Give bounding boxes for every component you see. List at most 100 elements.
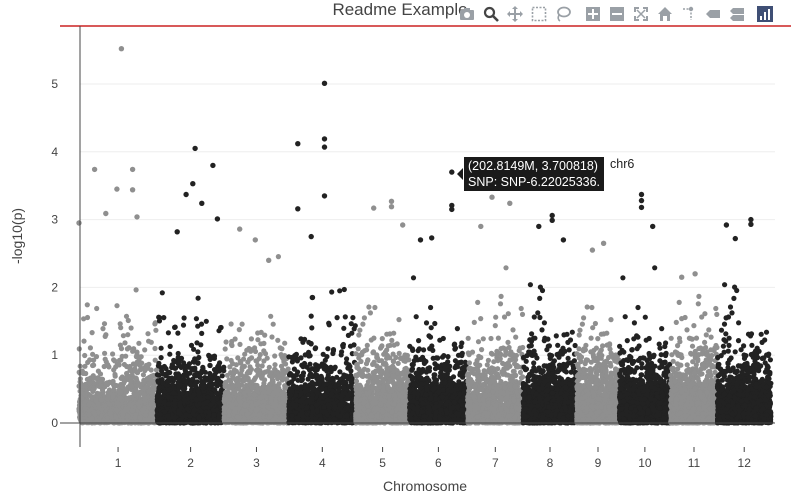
- snp-point[interactable]: [271, 385, 277, 391]
- snp-point[interactable]: [272, 362, 278, 368]
- snp-point[interactable]: [259, 419, 265, 425]
- snp-point[interactable]: [152, 357, 158, 363]
- snp-point[interactable]: [239, 365, 245, 371]
- snp-point[interactable]: [325, 346, 331, 352]
- snp-point[interactable]: [214, 395, 220, 401]
- snp-point[interactable]: [165, 394, 172, 400]
- snp-point[interactable]: [257, 412, 263, 418]
- snp-point[interactable]: [165, 413, 171, 419]
- snp-point[interactable]: [218, 325, 224, 331]
- snp-point[interactable]: [248, 336, 254, 342]
- snp-point[interactable]: [100, 326, 106, 332]
- snp-point[interactable]: [186, 361, 192, 367]
- snp-point[interactable]: [231, 409, 238, 415]
- snp-point[interactable]: [110, 351, 116, 357]
- snp-point[interactable]: [163, 366, 169, 372]
- snp-point[interactable]: [270, 379, 276, 385]
- snp-point[interactable]: [125, 317, 131, 324]
- snp-point[interactable]: [172, 365, 178, 371]
- snp-point[interactable]: [268, 419, 274, 425]
- snp-point[interactable]: [189, 394, 195, 400]
- snp-point[interactable]: [275, 254, 281, 260]
- snp-point[interactable]: [239, 321, 245, 327]
- snp-point[interactable]: [89, 330, 95, 336]
- snp-point[interactable]: [136, 340, 142, 346]
- snp-point[interactable]: [269, 409, 275, 415]
- snp-point[interactable]: [269, 334, 275, 340]
- snp-point[interactable]: [220, 366, 226, 372]
- snp-point[interactable]: [198, 370, 204, 376]
- snp-point[interactable]: [91, 380, 97, 386]
- snp-point[interactable]: [233, 376, 239, 383]
- snp-point[interactable]: [109, 419, 115, 425]
- snp-point[interactable]: [187, 381, 193, 387]
- snp-point[interactable]: [207, 362, 213, 368]
- snp-point[interactable]: [228, 357, 234, 364]
- snp-point[interactable]: [261, 358, 267, 364]
- snp-point[interactable]: [207, 370, 213, 377]
- snp-point[interactable]: [154, 399, 160, 405]
- snp-point[interactable]: [165, 330, 171, 336]
- snp-point[interactable]: [270, 321, 276, 327]
- snp-point[interactable]: [133, 387, 139, 393]
- snp-point[interactable]: [118, 325, 124, 331]
- snp-point[interactable]: [82, 363, 88, 369]
- snp-point[interactable]: [76, 369, 82, 375]
- snp-point[interactable]: [148, 401, 154, 407]
- snp-point[interactable]: [224, 372, 230, 378]
- snp-point[interactable]: [82, 382, 88, 389]
- snp-point[interactable]: [229, 402, 235, 408]
- snp-point[interactable]: [198, 342, 204, 348]
- snp-point[interactable]: [76, 346, 82, 352]
- snp-point[interactable]: [137, 415, 143, 421]
- snp-point[interactable]: [190, 376, 196, 382]
- snp-point[interactable]: [262, 369, 269, 375]
- snp-point[interactable]: [330, 347, 337, 353]
- snp-point[interactable]: [117, 342, 123, 348]
- snp-point[interactable]: [222, 346, 228, 352]
- snp-point[interactable]: [96, 391, 102, 397]
- snp-point[interactable]: [154, 372, 160, 378]
- snp-point[interactable]: [117, 321, 123, 327]
- snp-point[interactable]: [204, 419, 210, 425]
- snp-point[interactable]: [102, 403, 108, 409]
- snp-point[interactable]: [347, 343, 354, 349]
- snp-point[interactable]: [193, 316, 199, 322]
- snp-point[interactable]: [96, 404, 102, 411]
- snp-point[interactable]: [97, 379, 103, 385]
- snp-point[interactable]: [82, 391, 88, 397]
- snp-point[interactable]: [266, 364, 272, 370]
- snp-point[interactable]: [255, 330, 261, 336]
- snp-point[interactable]: [155, 363, 161, 369]
- snp-point[interactable]: [137, 383, 143, 389]
- snp-point[interactable]: [245, 359, 251, 365]
- snp-point[interactable]: [289, 379, 295, 385]
- snp-point[interactable]: [250, 419, 256, 425]
- snp-point[interactable]: [203, 318, 209, 324]
- snp-point[interactable]: [116, 362, 122, 368]
- snp-point[interactable]: [160, 380, 166, 386]
- snp-point[interactable]: [141, 377, 147, 383]
- snp-point[interactable]: [102, 350, 108, 356]
- snp-point[interactable]: [114, 303, 120, 309]
- snp-point[interactable]: [208, 402, 214, 408]
- snp-points[interactable]: [76, 254, 774, 426]
- snp-point[interactable]: [236, 395, 243, 401]
- snp-point[interactable]: [208, 391, 215, 397]
- snp-point[interactable]: [128, 325, 134, 331]
- snp-point[interactable]: [276, 387, 282, 393]
- snp-point[interactable]: [145, 331, 151, 337]
- snp-point[interactable]: [182, 367, 188, 373]
- snp-point[interactable]: [273, 414, 279, 420]
- snp-point[interactable]: [84, 302, 90, 308]
- snp-point[interactable]: [122, 340, 128, 346]
- snp-point[interactable]: [226, 408, 232, 414]
- snp-point[interactable]: [200, 383, 206, 389]
- snp-point[interactable]: [268, 395, 274, 401]
- snp-point[interactable]: [133, 287, 139, 293]
- snp-point[interactable]: [152, 345, 158, 352]
- snp-point[interactable]: [236, 327, 242, 333]
- snp-point[interactable]: [91, 357, 97, 363]
- snp-point[interactable]: [106, 364, 112, 370]
